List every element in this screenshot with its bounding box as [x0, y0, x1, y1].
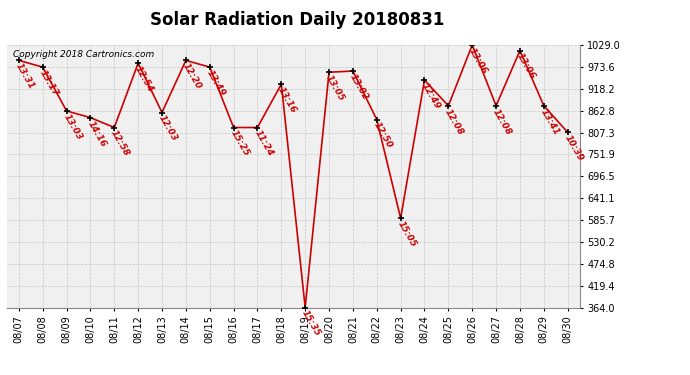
Text: 14:16: 14:16	[86, 119, 108, 148]
Text: 13:49: 13:49	[205, 69, 227, 98]
Text: 12:58: 12:58	[109, 129, 131, 158]
Text: 13:16: 13:16	[276, 86, 298, 115]
Text: 12:20: 12:20	[181, 62, 203, 91]
Text: 12:50: 12:50	[372, 121, 394, 150]
Text: 12:08: 12:08	[444, 107, 466, 136]
Text: Copyright 2018 Cartronics.com: Copyright 2018 Cartronics.com	[12, 50, 154, 59]
Text: 13:06: 13:06	[515, 52, 537, 81]
Text: Solar Radiation Daily 20180831: Solar Radiation Daily 20180831	[150, 11, 444, 29]
Text: 13:41: 13:41	[539, 107, 561, 136]
Text: 13:17: 13:17	[38, 69, 60, 98]
Text: 12:08: 12:08	[491, 107, 513, 136]
Text: 15:05: 15:05	[395, 220, 417, 249]
Text: 1: Radiation  (W/m2): 1: Radiation (W/m2)	[418, 32, 532, 42]
Text: 11:24: 11:24	[253, 129, 275, 158]
Text: 15:25: 15:25	[228, 129, 250, 158]
Text: 12:03: 12:03	[157, 114, 179, 143]
Text: 12:49: 12:49	[420, 81, 442, 111]
Text: 10:39: 10:39	[562, 134, 584, 163]
Text: 13:05: 13:05	[324, 74, 346, 103]
Text: 13:03: 13:03	[61, 112, 83, 142]
Text: 12:54: 12:54	[133, 64, 155, 94]
Text: 13:31: 13:31	[14, 62, 36, 91]
Text: 15:35: 15:35	[300, 309, 322, 338]
Text: 13:02: 13:02	[348, 72, 370, 102]
Text: 13:06: 13:06	[467, 46, 489, 76]
